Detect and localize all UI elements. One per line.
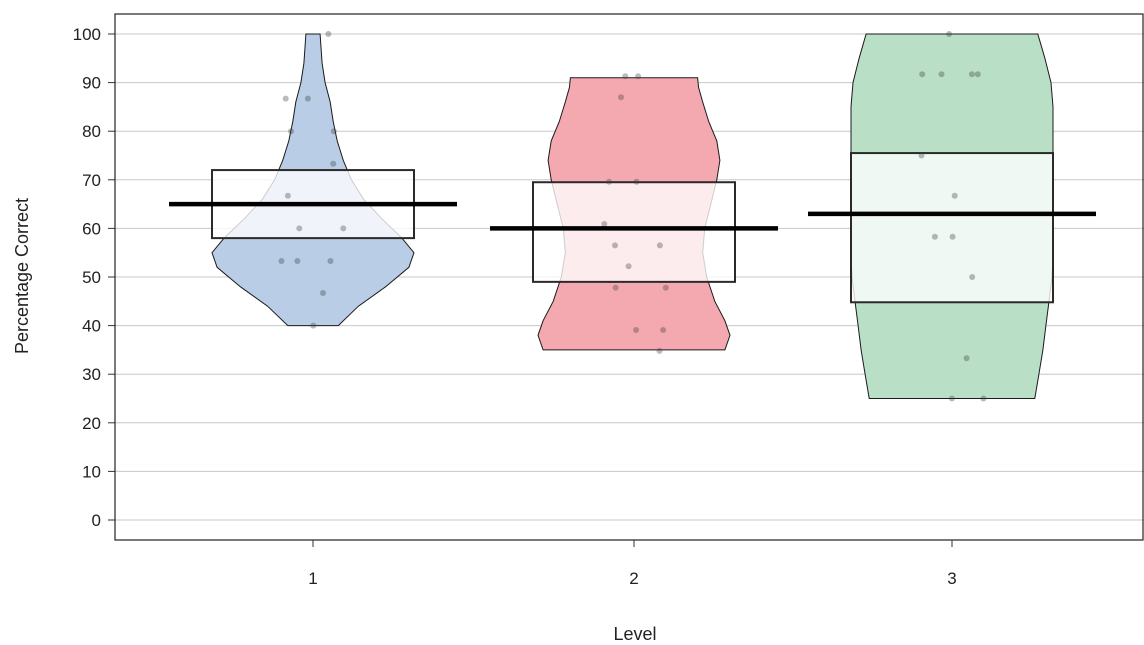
inference-band-3 [850,152,1054,304]
y-tick-label: 90 [82,74,101,93]
y-tick-label: 40 [82,317,101,336]
data-point [968,71,975,78]
data-point [662,284,669,291]
y-tick-label: 0 [92,511,101,530]
data-point [625,263,632,270]
data-point [946,31,953,37]
data-point [612,242,618,249]
data-point [618,94,624,101]
plot-frame [114,13,1144,541]
data-point [606,178,613,185]
y-tick-label: 10 [82,462,101,481]
data-point [931,233,938,240]
data-point [949,233,956,240]
y-axis-label: Percentage Correct [12,198,32,354]
data-point [288,128,294,135]
data-point [296,225,303,232]
data-point [282,95,289,102]
x-axis-label: Level [613,624,656,644]
data-point [284,192,291,199]
x-tick-label: 2 [629,569,638,588]
data-point [974,71,981,78]
inference-band-2 [532,181,736,283]
y-tick-label: 60 [82,219,101,238]
series-group-1 [169,31,457,329]
data-point [633,178,640,185]
data-point [660,327,667,333]
data-point [633,327,640,333]
data-point [656,242,663,249]
x-tick-label: 1 [308,569,317,588]
x-tick-label: 3 [947,569,956,588]
data-point [635,73,642,80]
data-point [969,274,976,280]
data-point [294,258,301,264]
axes: 0 10 20 30 40 50 60 70 80 90 100 1 2 3 [73,13,1144,588]
y-tick-label: 50 [82,268,101,287]
plot-area [169,31,1096,402]
data-point [612,284,619,291]
data-point [330,160,337,167]
series-group-3 [808,31,1096,402]
data-point [919,71,926,78]
data-point [325,31,332,37]
data-point [963,355,970,362]
data-point [656,347,663,354]
data-point [601,221,608,227]
data-point [622,73,629,80]
y-tick-label: 30 [82,365,101,384]
y-tick-label: 100 [73,25,101,44]
data-point [330,128,337,135]
data-point [918,152,925,159]
series-group-2 [490,73,778,354]
data-point [327,258,334,264]
data-point [951,192,958,199]
y-tick-label: 80 [82,122,101,141]
data-point [310,322,317,329]
data-point [278,258,285,264]
data-point [938,71,945,78]
data-point [304,95,311,102]
y-tick-label: 70 [82,171,101,190]
data-point [320,290,326,296]
data-point [340,225,347,232]
y-tick-label: 20 [82,414,101,433]
data-point [948,395,955,402]
data-point [980,395,987,402]
